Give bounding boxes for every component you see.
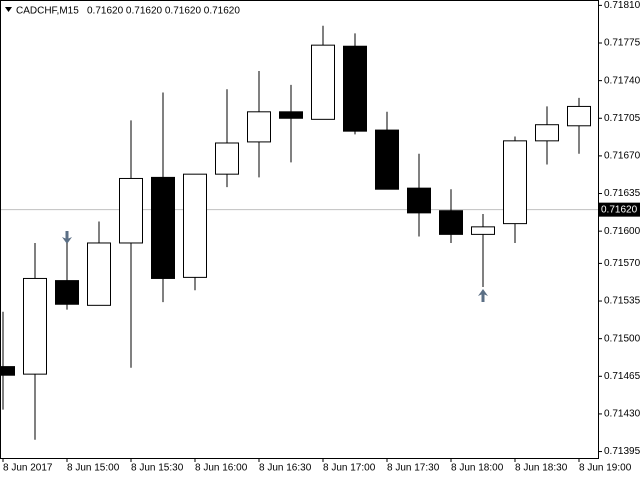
- x-tick-label: 8 Jun 16:30: [259, 463, 312, 474]
- x-tick-label: 8 Jun 17:30: [387, 463, 440, 474]
- bull-body: [503, 140, 527, 225]
- y-tick-label: 0.71430: [604, 409, 640, 420]
- buy-arrow: [478, 289, 488, 302]
- y-tick-label: 0.71670: [604, 151, 640, 162]
- y-tick-label: 0.71570: [604, 258, 640, 269]
- y-tick-label: 0.71395: [604, 446, 640, 457]
- bull-body: [471, 226, 495, 235]
- bear-body: [151, 176, 175, 279]
- bull-body: [23, 277, 47, 375]
- price-label-box: [598, 202, 640, 217]
- signal-arrows: [62, 231, 488, 302]
- x-tick-label: 8 Jun 16:00: [195, 463, 248, 474]
- y-tick-label: 0.71810: [604, 0, 640, 11]
- x-tick-label: 8 Jun 19:00: [579, 463, 632, 474]
- x-tick-label: 8 Jun 2017: [3, 463, 53, 474]
- candles: [1, 25, 598, 440]
- y-tick-label: 0.71465: [604, 371, 640, 382]
- x-tick-label: 8 Jun 17:00: [323, 463, 376, 474]
- bull-body: [87, 242, 111, 306]
- x-tick-label: 8 Jun 18:30: [515, 463, 568, 474]
- bear-body: [55, 280, 79, 305]
- menu-triangle: [5, 7, 12, 12]
- bear-body: [279, 111, 303, 119]
- bear-body: [375, 129, 399, 190]
- bull-body: [183, 173, 207, 278]
- bear-body: [407, 187, 431, 214]
- bull-body: [535, 124, 559, 142]
- y-tick-label: 0.71775: [604, 38, 640, 49]
- bull-body: [119, 177, 143, 244]
- price-label: 0.71620: [601, 204, 638, 215]
- bear-body: [343, 45, 367, 132]
- x-tick-label: 8 Jun 18:00: [451, 463, 504, 474]
- y-tick-label: 0.71500: [604, 333, 640, 344]
- y-tick-label: 0.71535: [604, 296, 640, 307]
- y-tick-label: 0.71635: [604, 188, 640, 199]
- bull-body: [311, 44, 335, 120]
- bull-body: [215, 142, 239, 175]
- x-tick-label: 8 Jun 15:00: [67, 463, 120, 474]
- y-tick-label: 0.71600: [604, 226, 640, 237]
- y-tick-label: 0.71740: [604, 75, 640, 86]
- sell-arrow: [62, 231, 72, 244]
- x-tick-label: 8 Jun 15:30: [131, 463, 184, 474]
- bull-body: [247, 111, 271, 143]
- symbol-title: CADCHF,M15: [16, 6, 79, 17]
- y-tick-label: 0.71705: [604, 113, 640, 124]
- bear-body: [439, 210, 463, 235]
- bull-body: [567, 105, 591, 127]
- ohlc-info: 0.71620 0.71620 0.71620 0.71620: [87, 6, 240, 17]
- bear-body: [1, 366, 15, 376]
- plot-frame: [0, 0, 599, 459]
